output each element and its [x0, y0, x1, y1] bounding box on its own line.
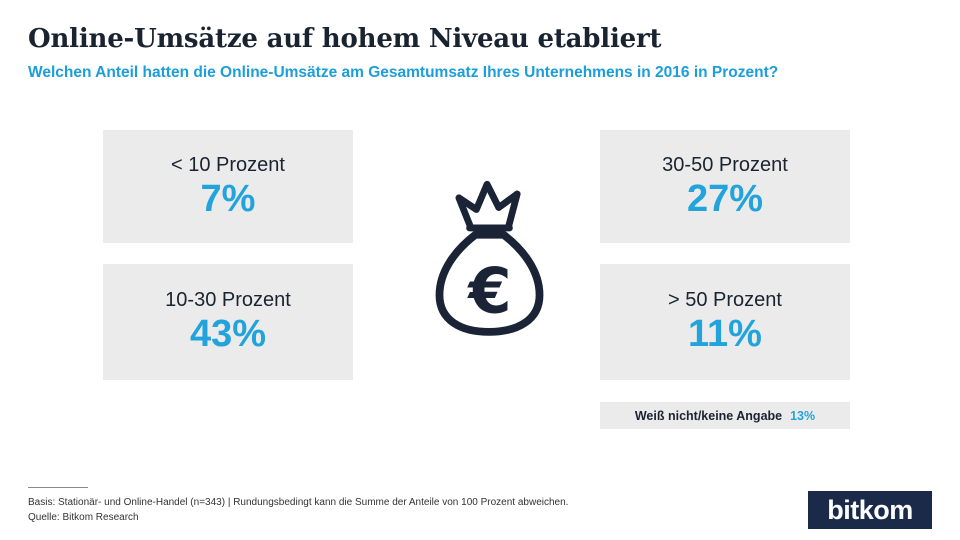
stat-tile-under-10: < 10 Prozent 7% — [103, 130, 353, 243]
dont-know-label: Weiß nicht/keine Angabe — [634, 408, 783, 423]
stat-label: < 10 Prozent — [171, 153, 285, 176]
stat-value: 27% — [686, 177, 764, 220]
money-bag-euro-icon: € — [422, 172, 558, 348]
stat-value: 7% — [200, 177, 256, 220]
stat-value: 11% — [688, 313, 762, 356]
page-title: Online-Umsätze auf hohem Niveau etablier… — [28, 24, 662, 54]
euro-symbol: € — [466, 254, 511, 327]
stat-tile-30-50: 30-50 Prozent 27% — [600, 130, 850, 243]
footer-basis-text: Basis: Stationär- und Online-Handel (n=3… — [28, 497, 569, 508]
stat-label: > 50 Prozent — [668, 289, 782, 312]
logo-text-bit: bit — [827, 494, 859, 525]
stat-label: 10-30 Prozent — [165, 289, 291, 312]
dont-know-box: Weiß nicht/keine Angabe 13% — [600, 402, 850, 429]
stat-value: 43% — [189, 313, 267, 356]
logo-text-kom: kom — [858, 494, 914, 525]
bitkom-logo: bit kom — [808, 491, 932, 529]
stat-tile-10-30: 10-30 Prozent 43% — [103, 264, 353, 380]
footer-divider — [28, 487, 88, 488]
stat-tile-over-50: > 50 Prozent 11% — [600, 264, 850, 380]
stat-label: 30-50 Prozent — [662, 153, 788, 176]
dont-know-value: 13% — [790, 408, 816, 423]
survey-question: Welchen Anteil hatten die Online-Umsätze… — [28, 64, 779, 81]
footer-source-text: Quelle: Bitkom Research — [28, 512, 139, 523]
